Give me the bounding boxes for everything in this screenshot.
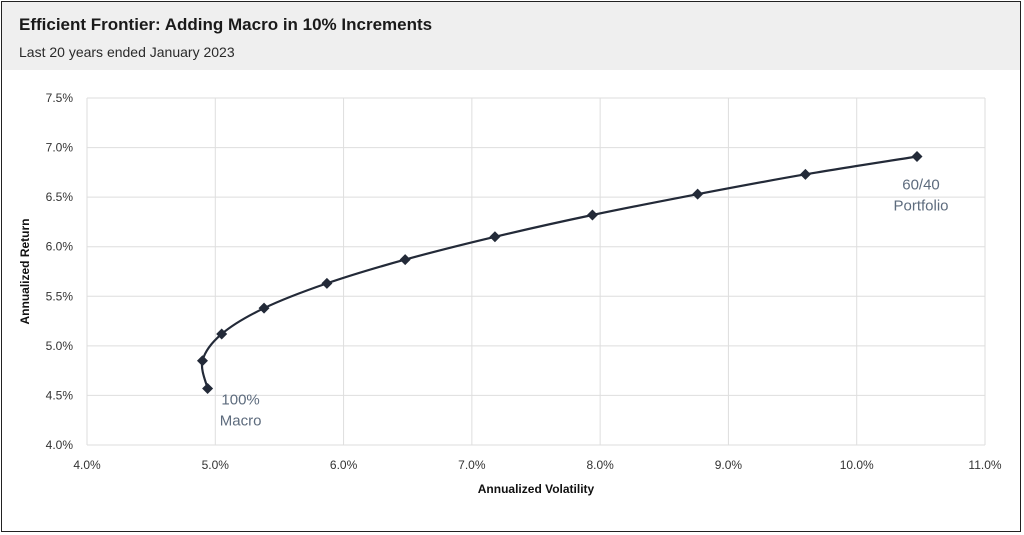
y-tick-label: 4.0% — [46, 438, 74, 452]
data-point-diamond — [692, 188, 704, 200]
data-point-diamond — [489, 231, 501, 243]
y-tick-label: 6.0% — [46, 240, 74, 254]
data-point-diamond — [399, 254, 411, 266]
x-tick-label: 8.0% — [586, 458, 614, 472]
chart-subtitle: Last 20 years ended January 2023 — [19, 44, 235, 60]
annotation-portfolio: Portfolio — [893, 197, 948, 214]
data-point-diamond — [586, 209, 598, 221]
x-tick-label: 11.0% — [968, 458, 1001, 472]
y-tick-label: 5.5% — [46, 289, 74, 303]
x-tick-label: 7.0% — [458, 458, 486, 472]
y-tick-label: 7.5% — [46, 91, 74, 105]
x-tick-label: 4.0% — [73, 458, 101, 472]
y-tick-label: 5.0% — [46, 339, 74, 353]
data-point-diamond — [911, 150, 923, 162]
annotation-portfolio: 60/40 — [902, 176, 940, 193]
data-point-diamond — [216, 328, 228, 340]
x-tick-label: 6.0% — [330, 458, 358, 472]
y-axis-title: Annualized Return — [18, 218, 32, 324]
y-tick-label: 6.5% — [46, 190, 74, 204]
data-point-diamond — [799, 168, 811, 180]
data-point-diamond — [258, 302, 270, 314]
y-tick-label: 7.0% — [46, 141, 74, 155]
x-tick-label: 10.0% — [840, 458, 874, 472]
x-axis-title: Annualized Volatility — [478, 482, 595, 496]
annotation-macro: 100% — [221, 391, 259, 408]
x-tick-label: 5.0% — [202, 458, 230, 472]
chart-header: Efficient Frontier: Adding Macro in 10% … — [2, 2, 1020, 70]
annotation-macro: Macro — [220, 412, 262, 429]
data-point-diamond — [196, 355, 208, 367]
data-point-diamond — [202, 382, 214, 394]
y-tick-label: 4.5% — [46, 388, 74, 402]
data-point-diamond — [321, 277, 333, 289]
frontier-line — [200, 155, 918, 389]
chart-title: Efficient Frontier: Adding Macro in 10% … — [19, 15, 433, 34]
x-tick-label: 9.0% — [715, 458, 743, 472]
